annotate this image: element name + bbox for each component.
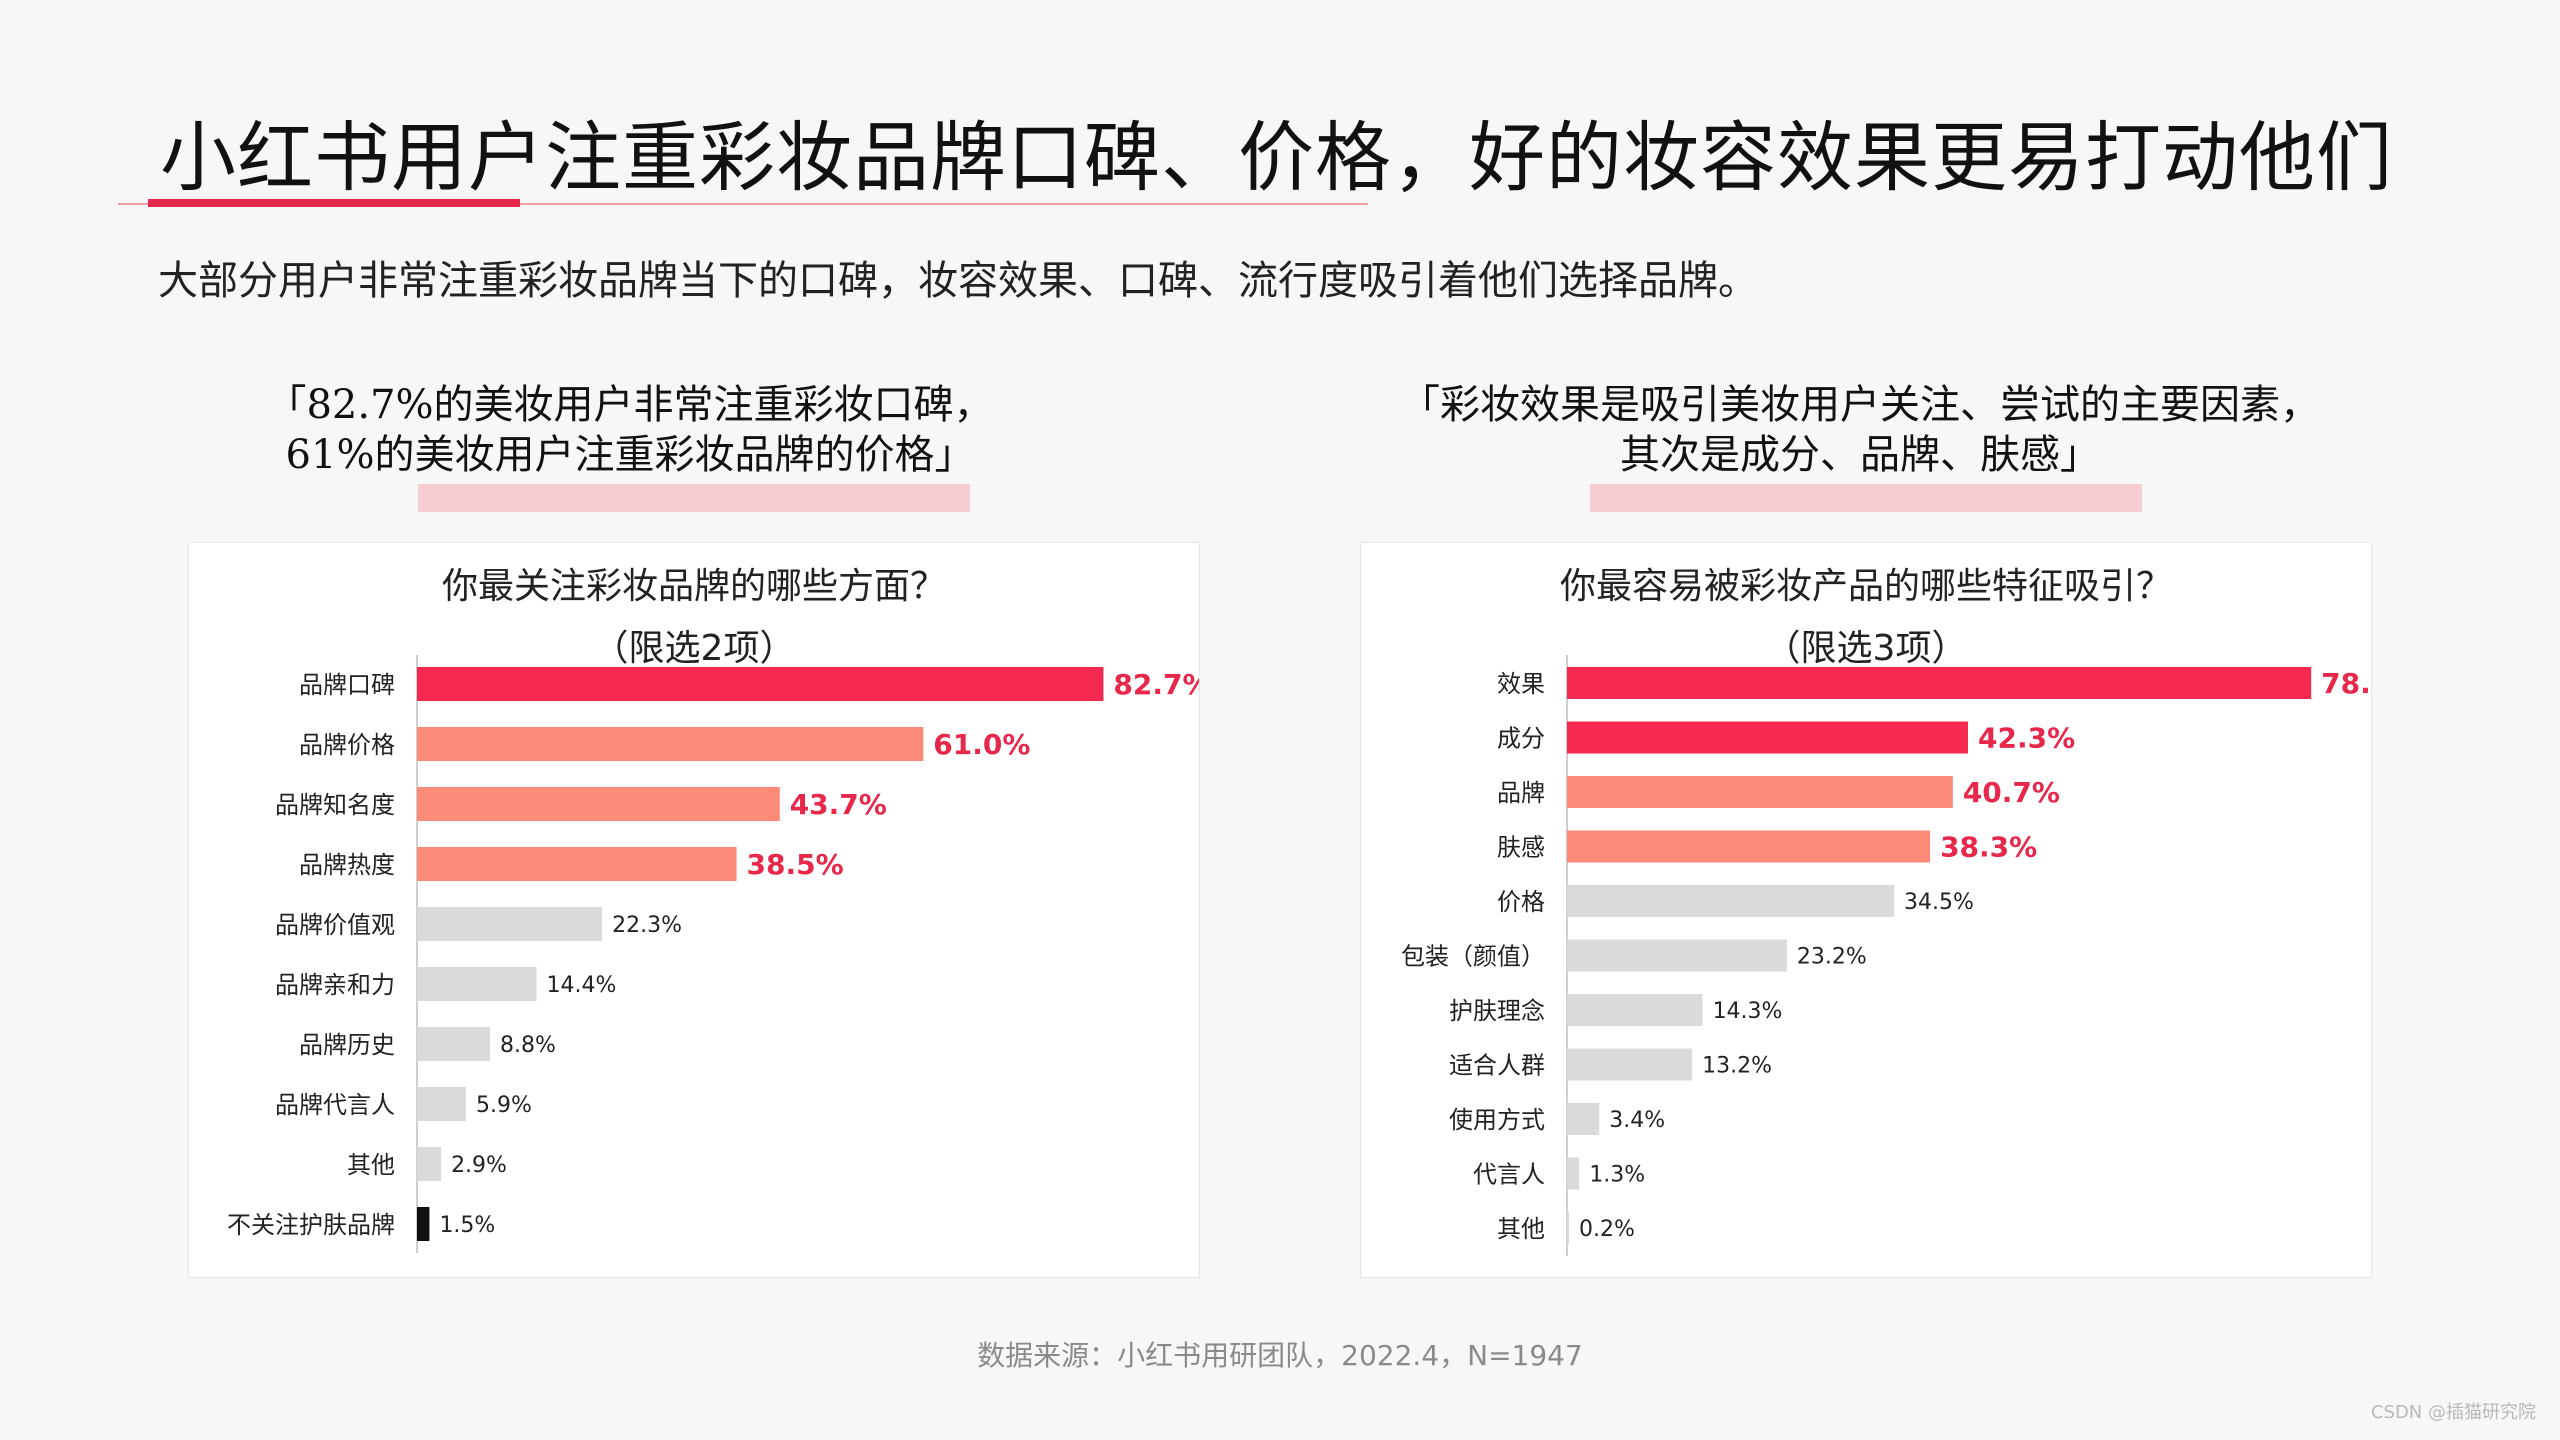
right-quote-highlight [1590, 484, 2142, 512]
right-chart-question: 你最容易被彩妆产品的哪些特征吸引？ [1559, 566, 2172, 607]
category-label: 价格 [1497, 888, 1545, 916]
data-label: 38.3% [1940, 831, 2037, 864]
bar [417, 1087, 466, 1121]
category-label: 其他 [1497, 1215, 1545, 1243]
category-label: 护肤理念 [1449, 997, 1545, 1025]
left-chart-note: （限选2项） [592, 628, 796, 669]
category-label: 使用方式 [1449, 1106, 1545, 1134]
page-title: 小红书用户注重彩妆品牌口碑、价格，好的妆容效果更易打动他们 [160, 113, 2393, 202]
data-label: 40.7% [1963, 776, 2060, 809]
bar [417, 667, 1104, 701]
category-label: 品牌知名度 [275, 791, 395, 819]
page-subtitle: 大部分用户非常注重彩妆品牌当下的口碑，妆容效果、口碑、流行度吸引着他们选择品牌。 [158, 258, 1758, 304]
bar [417, 1207, 430, 1241]
data-label: 13.2% [1702, 1054, 1772, 1079]
data-label: 14.3% [1713, 999, 1783, 1024]
data-label: 38.5% [747, 848, 844, 881]
category-label: 品牌历史 [299, 1031, 395, 1059]
data-label: 5.9% [476, 1093, 532, 1118]
category-label: 效果 [1497, 670, 1545, 698]
title-underline [118, 203, 1368, 205]
bar [417, 847, 737, 881]
bar [1567, 1048, 1693, 1081]
category-label: 品牌价格 [299, 731, 395, 759]
watermark: CSDN @插猫研究院 [2370, 1402, 2536, 1423]
left-quote-line2: 61%的美妆用户注重彩妆品牌的价格」 [285, 432, 975, 478]
category-label: 成分 [1497, 725, 1545, 753]
category-label: 品牌亲和力 [275, 971, 395, 999]
data-label: 82.7% [1113, 668, 1199, 701]
data-source: 数据来源：小红书用研团队，2022.4，N=1947 [977, 1339, 1583, 1372]
bar [1567, 994, 1703, 1026]
bar [1567, 1103, 1600, 1135]
left-quote-line1: 「82.7%的美妆用户非常注重彩妆口碑， [266, 382, 994, 428]
category-label: 包装（颜值） [1401, 943, 1545, 971]
bar [1567, 721, 1969, 754]
category-label: 品牌代言人 [275, 1091, 395, 1119]
data-label: 3.4% [1609, 1108, 1665, 1133]
right-quote: 「彩妆效果是吸引美妆用户关注、尝试的主要因素， 其次是成分、品牌、肤感」 [1340, 380, 2380, 512]
bar [1567, 1157, 1580, 1190]
bar [417, 967, 537, 1001]
category-label: 适合人群 [1449, 1052, 1545, 1080]
bar [417, 727, 924, 761]
bar [1567, 830, 1931, 863]
bar [1567, 939, 1787, 972]
data-label: 23.2% [1797, 945, 1867, 970]
data-label: 2.9% [451, 1153, 507, 1178]
category-label: 肤感 [1497, 834, 1545, 862]
right-bar-chart: 效果 78.5% 成分 42.3% 品牌 40.7% 肤感 38.3% 价格 34.5% 包装（颜值… [1401, 655, 2371, 1256]
data-label: 1.3% [1589, 1163, 1645, 1188]
bar [1567, 1212, 1569, 1244]
left-bar-chart: 品牌口碑 82.7% 品牌价格 61.0% 品牌知名度 43.7% 品牌热度 38.5% 品牌价… [227, 655, 1199, 1253]
category-label: 品牌热度 [299, 851, 395, 879]
category-label: 品牌 [1497, 779, 1545, 807]
data-label: 14.4% [547, 973, 617, 998]
left-chart-question: 你最关注彩妆品牌的哪些方面？ [441, 566, 946, 607]
data-label: 1.5% [439, 1213, 495, 1238]
bar [1567, 776, 1953, 808]
bar [417, 1147, 442, 1181]
category-label: 品牌价值观 [275, 911, 395, 939]
right-quote-line2: 其次是成分、品牌、肤感」 [1620, 432, 2100, 478]
data-label: 8.8% [500, 1033, 556, 1058]
title-accent-bar [148, 199, 520, 207]
data-label: 42.3% [1978, 722, 2075, 755]
category-label: 不关注护肤品牌 [227, 1211, 395, 1239]
right-quote-line1: 「彩妆效果是吸引美妆用户关注、尝试的主要因素， [1400, 382, 2320, 428]
right-chart-note: （限选3项） [1764, 628, 1968, 669]
data-label: 78.5% [2321, 667, 2371, 700]
data-label: 34.5% [1904, 890, 1974, 915]
right-chart-panel: 你最容易被彩妆产品的哪些特征吸引？ （限选3项） 效果 78.5% 成分 42.3% 品… [1360, 542, 2372, 1278]
data-label: 22.3% [612, 913, 682, 938]
bar [1567, 885, 1895, 917]
data-label: 43.7% [790, 788, 887, 821]
bar [417, 1027, 491, 1061]
category-label: 代言人 [1473, 1161, 1545, 1189]
left-quote-highlight [418, 484, 970, 512]
left-quote: 「82.7%的美妆用户非常注重彩妆口碑， 61%的美妆用户注重彩妆品牌的价格」 [190, 380, 1070, 512]
category-label: 其他 [347, 1151, 395, 1179]
bar [1567, 667, 2312, 699]
data-label: 61.0% [933, 728, 1030, 761]
bar [417, 907, 603, 941]
left-chart-panel: 你最关注彩妆品牌的哪些方面？ （限选2项） 品牌口碑 82.7% 品牌价格 61.0%… [188, 542, 1200, 1278]
bar [417, 787, 780, 821]
category-label: 品牌口碑 [299, 671, 395, 699]
data-label: 0.2% [1579, 1217, 1635, 1242]
